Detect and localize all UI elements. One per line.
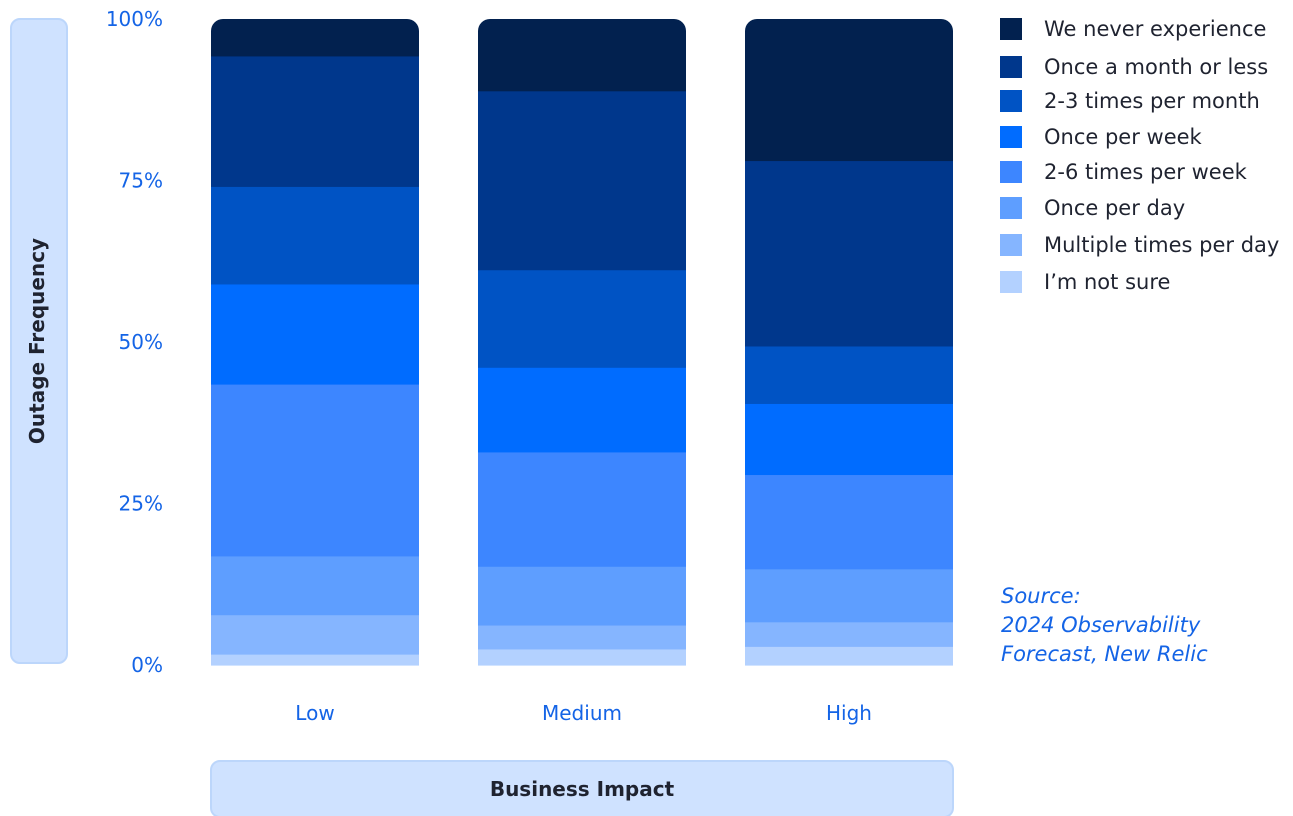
bar-segment bbox=[478, 648, 686, 666]
bar-segment bbox=[478, 90, 686, 271]
bar-segment bbox=[478, 566, 686, 626]
bar-segment bbox=[211, 186, 419, 285]
legend-label: We never experience bbox=[1044, 17, 1267, 41]
legend-item: 2-6 times per week bbox=[1000, 157, 1293, 187]
bar-segment bbox=[745, 403, 953, 476]
source-line-3: Forecast, New Relic bbox=[1001, 642, 1208, 666]
bar-stack-high bbox=[745, 19, 953, 666]
legend-label: Multiple times per day bbox=[1044, 233, 1280, 257]
y-tick-label: 50% bbox=[119, 330, 163, 354]
legend-label: I’m not sure bbox=[1044, 270, 1171, 294]
legend-item: Once per day bbox=[1000, 193, 1293, 223]
x-tick-label: Low bbox=[295, 701, 334, 725]
bar-segment bbox=[745, 621, 953, 647]
bar-segment bbox=[211, 555, 419, 616]
legend-item: Once per week bbox=[1000, 122, 1293, 152]
source-line-1: Source: bbox=[1001, 584, 1081, 608]
bar-segment bbox=[478, 451, 686, 567]
y-tick-label: 75% bbox=[119, 169, 163, 193]
bar-segment bbox=[211, 383, 419, 557]
legend-item: 2-3 times per month bbox=[1000, 86, 1293, 116]
bar-segment bbox=[211, 614, 419, 655]
bar-segment bbox=[478, 19, 686, 92]
y-tick-label: 0% bbox=[131, 653, 163, 677]
y-tick-label: 100% bbox=[106, 7, 163, 31]
legend-label: Once a month or less bbox=[1044, 55, 1269, 79]
bar-segment bbox=[745, 19, 953, 162]
y-tick-label: 25% bbox=[119, 492, 163, 516]
legend-swatch bbox=[1000, 271, 1022, 293]
legend-label: 2-6 times per week bbox=[1044, 160, 1247, 184]
x-axis-title-band: Business Impact bbox=[210, 760, 954, 816]
legend-swatch bbox=[1000, 161, 1022, 183]
bar-segment bbox=[478, 367, 686, 453]
bar-segment bbox=[211, 283, 419, 385]
bar-segment bbox=[745, 345, 953, 404]
legend-label: 2-3 times per month bbox=[1044, 89, 1260, 113]
x-tick-label: Medium bbox=[542, 701, 622, 725]
legend-swatch bbox=[1000, 197, 1022, 219]
bar-segment bbox=[211, 19, 419, 57]
x-tick-label: High bbox=[826, 701, 872, 725]
x-axis-title: Business Impact bbox=[489, 777, 675, 801]
bar-segment bbox=[211, 654, 419, 666]
bar-segment bbox=[745, 474, 953, 570]
legend-label: Once per week bbox=[1044, 125, 1202, 149]
bar-segment bbox=[211, 55, 419, 187]
bar-stack-medium bbox=[478, 19, 686, 666]
bar-segment bbox=[745, 160, 953, 347]
bar-segment bbox=[745, 568, 953, 623]
legend-item: I’m not sure bbox=[1000, 267, 1293, 297]
y-axis-title-band bbox=[10, 18, 68, 664]
bar-stack-low bbox=[211, 19, 419, 666]
bar-segment bbox=[478, 624, 686, 650]
legend-item: We never experience bbox=[1000, 14, 1293, 44]
legend-item: Multiple times per day bbox=[1000, 230, 1293, 260]
legend-item: Once a month or less bbox=[1000, 52, 1293, 82]
bar-segment bbox=[478, 269, 686, 368]
legend-swatch bbox=[1000, 126, 1022, 148]
bar-segment bbox=[745, 646, 953, 666]
legend-swatch bbox=[1000, 234, 1022, 256]
legend-swatch bbox=[1000, 90, 1022, 112]
legend-swatch bbox=[1000, 18, 1022, 40]
legend-swatch bbox=[1000, 56, 1022, 78]
source-line-2: 2024 Observability bbox=[1001, 613, 1201, 637]
source-note: Source: 2024 Observability Forecast, New… bbox=[1001, 582, 1208, 669]
legend-label: Once per day bbox=[1044, 196, 1186, 220]
